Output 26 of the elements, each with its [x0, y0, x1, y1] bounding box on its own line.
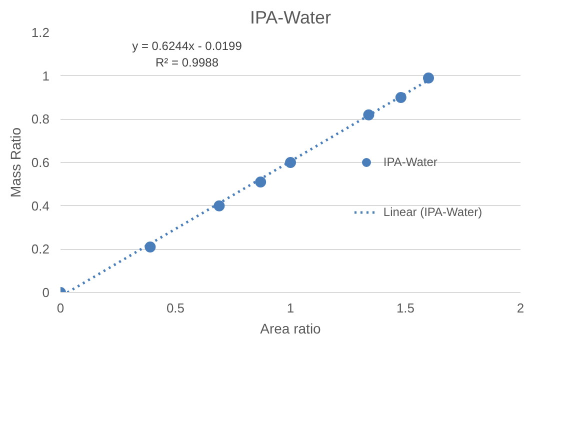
x-tick-label: 1.5 — [396, 300, 415, 316]
x-tick-label: 0 — [56, 300, 64, 316]
y-axis-title: Mass Ratio — [7, 127, 24, 198]
point — [285, 157, 296, 168]
point — [255, 176, 266, 188]
legend-label: Linear (IPA-Water) — [383, 205, 482, 219]
y-tick-label: 0.4 — [31, 198, 50, 214]
x-axis-title: Area ratio — [260, 320, 322, 336]
y-tick-label: 1 — [42, 68, 50, 84]
point — [395, 92, 406, 103]
x-tick-label: 0.5 — [166, 300, 185, 316]
y-tick-label: 0.8 — [31, 112, 50, 127]
chart-title: IPA-Water — [250, 8, 332, 28]
y-tick-label: 0.6 — [31, 155, 50, 170]
annotation: R² = 0.9988 — [155, 55, 219, 70]
annotation: y = 0.6244x - 0.0199 — [132, 39, 242, 53]
point — [363, 109, 374, 120]
point — [214, 200, 225, 212]
point — [144, 242, 156, 252]
y-tick-label: 0.2 — [31, 242, 50, 257]
x-tick-label: 1 — [286, 300, 294, 316]
x-tick-label: 2 — [516, 300, 524, 316]
y-tick-label: 0 — [42, 285, 50, 300]
y-tick-label: 1.2 — [31, 25, 50, 40]
legend-label: IPA-Water — [383, 155, 438, 169]
point — [423, 72, 434, 84]
